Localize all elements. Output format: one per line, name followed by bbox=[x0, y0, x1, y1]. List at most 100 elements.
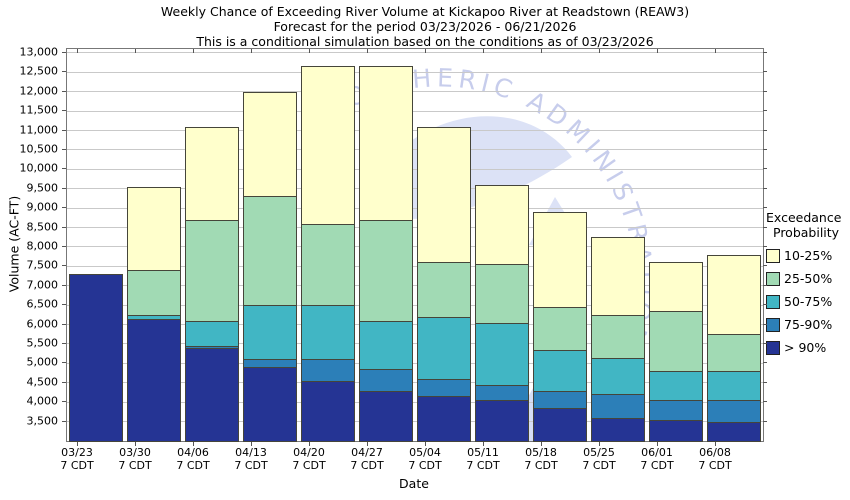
y-gridline bbox=[67, 227, 763, 229]
y-gridline bbox=[67, 188, 763, 190]
x-tick-label: 04/13 7 CDT bbox=[234, 446, 267, 472]
legend-swatch bbox=[766, 271, 780, 286]
axis-tick bbox=[62, 381, 66, 383]
bar-segment-2550 bbox=[474, 264, 529, 324]
y-tick-label: 6,000 bbox=[26, 317, 59, 331]
bar-segment-7590 bbox=[300, 359, 355, 382]
bar-segment-5075 bbox=[706, 371, 761, 402]
axis-tick bbox=[541, 49, 543, 53]
bar-segment-7590 bbox=[474, 384, 529, 402]
x-tick-time: 7 CDT bbox=[60, 459, 94, 472]
x-tick-label: 05/25 7 CDT bbox=[582, 446, 615, 472]
axis-tick bbox=[309, 49, 311, 53]
bar-segment-2550 bbox=[242, 196, 297, 307]
legend-swatch bbox=[766, 340, 780, 355]
bar-segment-2550 bbox=[358, 219, 413, 322]
bar-segment-90 bbox=[532, 408, 587, 442]
bar-segment-2550 bbox=[590, 314, 645, 359]
axis-tick bbox=[62, 129, 66, 131]
x-tick-label: 05/04 7 CDT bbox=[408, 446, 441, 472]
x-tick-time: 7 CDT bbox=[292, 459, 326, 472]
x-tick-label: 06/01 7 CDT bbox=[640, 446, 673, 472]
axis-tick bbox=[763, 110, 767, 112]
axis-tick bbox=[309, 442, 311, 446]
bar-segment-5075 bbox=[300, 305, 355, 361]
axis-tick bbox=[657, 442, 659, 446]
axis-tick bbox=[62, 90, 66, 92]
axis-tick bbox=[763, 129, 767, 131]
axis-tick bbox=[763, 207, 767, 209]
x-tick-label: 03/30 7 CDT bbox=[118, 446, 151, 472]
bar-segment-5075 bbox=[590, 357, 645, 396]
axis-tick bbox=[763, 323, 767, 325]
y-gridline bbox=[67, 265, 763, 267]
y-gridline bbox=[67, 324, 763, 326]
legend-title-line1: Exceedance bbox=[766, 210, 842, 225]
legend-item: 50-75% bbox=[766, 294, 841, 309]
x-tick-time: 7 CDT bbox=[234, 459, 268, 472]
bar-segment-1025 bbox=[358, 66, 413, 221]
y-gridline bbox=[67, 149, 763, 151]
x-tick-date: 05/11 bbox=[467, 446, 499, 459]
x-tick-time: 7 CDT bbox=[698, 459, 732, 472]
y-gridline bbox=[67, 421, 763, 423]
y-axis-title: Volume (AC-FT) bbox=[6, 195, 22, 293]
legend-label: 25-50% bbox=[784, 271, 833, 286]
bar-segment-1025 bbox=[590, 237, 645, 316]
axis-tick bbox=[193, 442, 195, 446]
x-tick-date: 04/20 bbox=[293, 446, 325, 459]
y-gridline bbox=[67, 343, 763, 345]
y-gridline bbox=[67, 285, 763, 287]
bar-segment-5075 bbox=[358, 320, 413, 371]
axis-tick bbox=[62, 110, 66, 112]
bar-segment-2550 bbox=[300, 223, 355, 307]
y-gridline bbox=[67, 168, 763, 170]
y-gridline bbox=[67, 71, 763, 73]
x-tick-time: 7 CDT bbox=[582, 459, 616, 472]
y-tick-label: 11,000 bbox=[19, 123, 59, 136]
bar-segment-2550 bbox=[126, 270, 181, 316]
bar-segment-1025 bbox=[706, 254, 761, 336]
axis-tick bbox=[367, 49, 369, 53]
bar-segment-7590 bbox=[532, 390, 587, 409]
y-tick-label: 7,500 bbox=[26, 258, 59, 272]
y-tick-label: 5,000 bbox=[26, 355, 59, 369]
y-tick-label: 9,000 bbox=[26, 200, 59, 214]
bar-segment-90 bbox=[68, 274, 123, 442]
bar-segment-1025 bbox=[648, 262, 703, 312]
y-tick-label: 13,000 bbox=[19, 45, 59, 59]
y-gridline bbox=[67, 401, 763, 403]
legend-swatch bbox=[766, 317, 780, 332]
axis-tick bbox=[763, 342, 767, 344]
y-gridline bbox=[67, 362, 763, 364]
legend-item: > 90% bbox=[766, 340, 841, 355]
x-tick-date: 04/06 bbox=[177, 446, 209, 459]
y-gridline bbox=[67, 382, 763, 384]
bar-segment-7590 bbox=[358, 369, 413, 392]
axis-tick bbox=[62, 304, 66, 306]
bar-segment-7590 bbox=[648, 400, 703, 421]
bar-segment-90 bbox=[184, 347, 239, 442]
y-tick-label: 8,000 bbox=[26, 239, 59, 253]
bar-segment-2550 bbox=[416, 262, 471, 318]
x-tick-date: 05/18 bbox=[525, 446, 557, 459]
axis-tick bbox=[763, 265, 767, 267]
bar-segment-7590 bbox=[416, 378, 471, 398]
bar-segment-90 bbox=[706, 421, 761, 442]
y-tick-label: 5,500 bbox=[26, 336, 59, 350]
bar-segment-7590 bbox=[706, 400, 761, 423]
axis-tick bbox=[62, 342, 66, 344]
axis-tick bbox=[763, 420, 767, 422]
axis-tick bbox=[62, 207, 66, 209]
x-tick-time: 7 CDT bbox=[466, 459, 500, 472]
axis-tick bbox=[763, 381, 767, 383]
axis-tick bbox=[251, 442, 253, 446]
x-tick-time: 7 CDT bbox=[176, 459, 210, 472]
x-tick-date: 03/30 bbox=[119, 446, 151, 459]
y-gridline bbox=[67, 130, 763, 131]
axis-tick bbox=[541, 442, 543, 446]
bar-segment-1025 bbox=[300, 66, 355, 225]
y-tick-label: 10,000 bbox=[19, 161, 59, 175]
axis-tick bbox=[62, 245, 66, 247]
bar-segment-2550 bbox=[648, 310, 703, 373]
